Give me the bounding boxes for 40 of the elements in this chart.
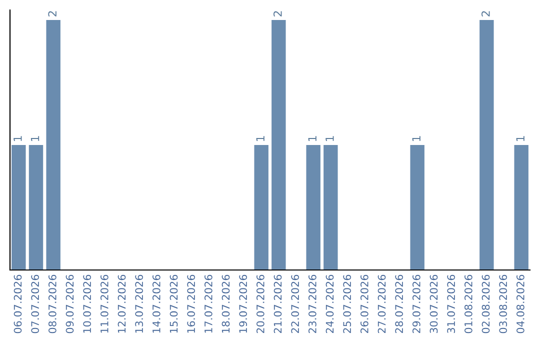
data-label: 2 [48,11,56,16]
data-label: 1 [412,136,420,141]
x-tick-label: 31.07.2026 [447,274,456,334]
x-tick-label: 22.07.2026 [291,274,300,334]
x-tick-label: 12.07.2026 [118,274,126,333]
x-tick-label: 21.07.2026 [274,274,282,334]
x-tick-label: 01.08.2026 [464,274,472,334]
data-label: 2 [481,11,490,16]
x-tick-label: 30.07.2026 [430,274,438,334]
x-tick-label: 24.07.2026 [326,274,334,334]
x-tick-label: 19.07.2026 [239,274,248,333]
data-label: 1 [14,136,22,141]
data-label: 1 [30,136,40,141]
x-tick-label: 29.07.2026 [412,274,420,334]
data-label: 1 [516,136,524,141]
x-tick-label: 06.07.2026 [14,274,22,334]
x-tick-label: 08.07.2026 [48,274,56,334]
x-tick-label: 28.07.2026 [395,274,404,334]
x-tick-label: 16.07.2026 [187,274,196,333]
x-tick-label: 10.07.2026 [83,274,92,333]
data-label: 1 [256,136,264,141]
x-tick-label: 02.08.2026 [482,274,490,334]
x-tick-label: 15.07.2026 [170,274,178,333]
x-tick-label: 14.07.2026 [152,274,160,333]
x-tick-label: 20.07.2026 [256,274,264,334]
x-tick-label: 07.07.2026 [31,274,40,334]
x-tick-label: 18.07.2026 [222,274,230,333]
x-tick-label: 03.08.2026 [499,274,508,334]
x-tick-label: 09.07.2026 [66,274,74,334]
x-tick-label: 11.07.2026 [100,274,108,333]
data-label: 1 [326,136,334,141]
x-tick-label: 23.07.2026 [308,274,316,334]
x-tick-label: 25.07.2026 [343,274,352,334]
x-tick-label: 17.07.2026 [204,274,212,333]
x-tick-label: 04.08.2026 [516,274,524,334]
data-label: 2 [273,11,282,16]
x-tick-label: 13.07.2026 [135,274,144,333]
data-label: 1 [308,136,316,141]
x-tick-label: 27.07.2026 [378,274,386,334]
x-tick-label: 26.07.2026 [360,274,368,334]
